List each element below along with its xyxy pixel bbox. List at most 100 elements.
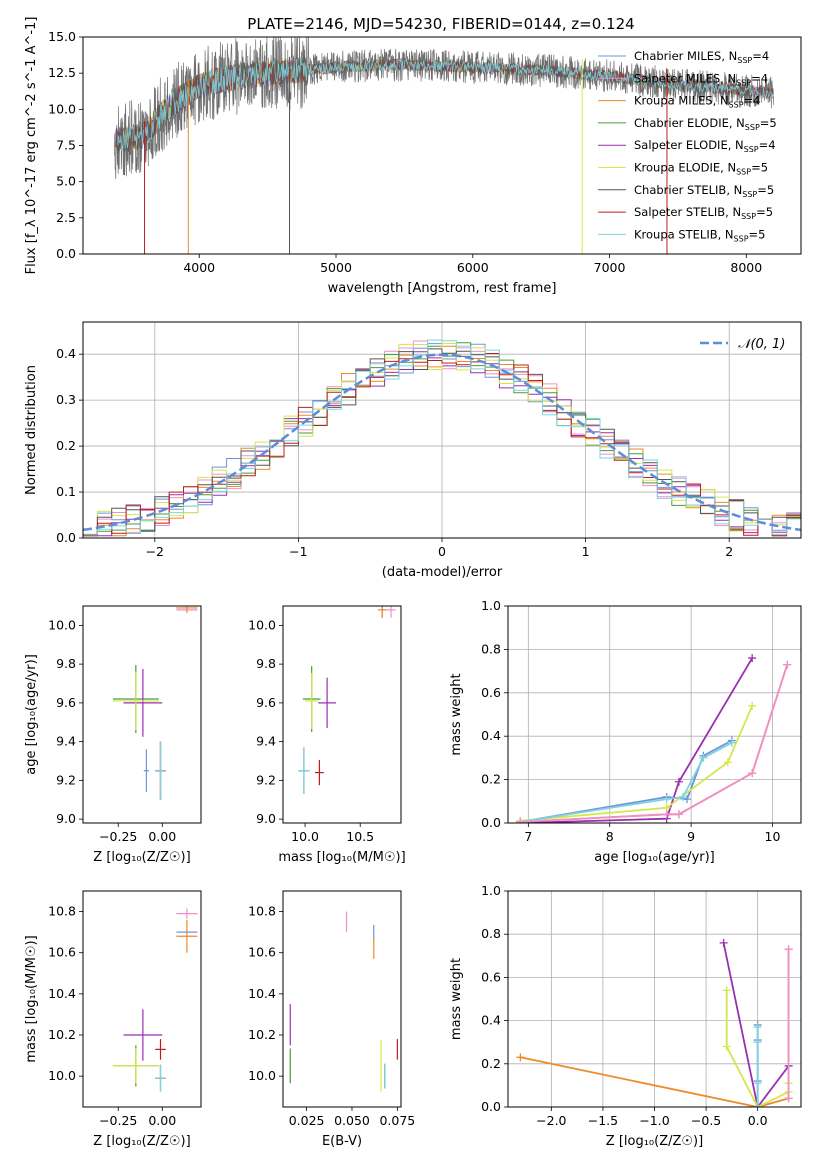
x-tick-label: −0.25 [99,1113,137,1128]
spectrum-model-line [114,37,774,180]
y-tick-label: 9.8 [56,656,76,671]
residuals-panel: 0.0 0.1 0.2 0.3 0.4 −2 −1 0 1 2 (data-model)/error… [24,321,802,580]
y-tick-label: 0.0 [481,815,501,830]
y-tick-label: 10.4 [248,986,276,1001]
y-tick-label: 9.4 [56,734,76,749]
weight-marker [674,777,683,786]
y-tick-label: 0.2 [56,438,76,453]
x-axis-label: E(B-V) [322,1134,362,1149]
weight-vs-age-panel: 0.0 0.2 0.4 0.6 0.8 1.0 7 8 9 10 age [log₁₀(age/yr… [449,598,802,865]
crosses [298,606,396,794]
y-tick-label: 10.0 [48,101,76,116]
weight-marker [783,660,792,669]
weight-lines [516,654,792,823]
legend-entry: Kroupa STELIB, NSSP=5 [634,227,765,243]
weight-marker [683,795,692,804]
axes-frame [282,890,402,1108]
y-tick-label: 5.0 [56,174,76,189]
mass-vs-ebv-panel: 10.0 10.2 10.4 10.6 10.8 0.025 0.050 0.075 E(B-V… [248,890,415,1149]
y-tick-label: 15.0 [48,29,76,44]
weight-marker [748,654,757,663]
y-tick-label: 0.0 [56,246,76,261]
weight-marker [678,792,687,801]
weight-marker [722,986,731,995]
weight-marker [662,795,671,804]
age-vs-metallicity-panel: 9.0 9.2 9.4 9.6 9.8 10.0 −0.25 0.00 Z [log₁₀(Z/Z… [24,605,202,865]
y-tick-label: 0.3 [56,392,76,407]
x-tick-label: 0.075 [379,1113,415,1128]
x-tick-label: 8000 [730,260,762,275]
x-tick-label: −2.0 [536,1113,566,1128]
x-tick-label: −1 [289,544,307,559]
y-axis-label: mass weight [449,958,464,1040]
axes-frame [82,890,202,1108]
axes-frame [507,890,802,1108]
y-tick-label: 0.0 [481,1099,501,1114]
weight-marker [722,1042,731,1051]
weight-series-line [520,739,733,823]
age-vs-mass-panel: 9.0 9.2 9.4 9.6 9.8 10.0 10.0 10.5 mass [log₁₀(M… [248,605,406,865]
reference-legend-label: 𝒩(0, 1) [738,337,785,352]
x-tick-label: 9 [687,829,695,844]
y-axis-label: mass weight [449,673,464,755]
y-tick-label: 10.0 [48,1068,76,1083]
y-tick-label: 10.6 [248,945,276,960]
residual-histogram [83,343,801,536]
y-axis-label: mass [log₁₀(M/M☉)] [24,935,39,1062]
y-tick-label: 2.5 [56,210,76,225]
legend-entry: Chabrier STELIB, NSSP=5 [634,183,774,199]
y-tick-label: 10.2 [248,1027,276,1042]
x-tick-label: 10.5 [346,829,374,844]
y-tick-label: 0.2 [481,1056,501,1071]
legend-entry: Salpeter MILES, NSSP=4 [634,71,768,87]
x-tick-label: 8 [606,829,614,844]
y-axis-label: age [log₁₀(age/yr)] [24,654,39,775]
weight-marker [662,810,671,819]
legend-entry: Salpeter STELIB, NSSP=5 [634,205,773,221]
residual-histogram [83,348,801,536]
y-tick-label: 1.0 [481,883,501,898]
weight-marker [727,738,736,747]
y-tick-label: 1.0 [481,598,501,613]
spectrum-panel: 0.0 2.5 5.0 7.5 10.0 12.5 15.0 4000 5000 6000 7000… [24,17,802,296]
histograms [83,339,801,537]
x-tick-label: −2 [146,544,164,559]
weight-marker [753,1023,762,1032]
residual-histogram [83,353,801,537]
x-tick-label: 0.00 [148,1113,176,1128]
x-tick-label: −1.5 [588,1113,618,1128]
x-tick-label: −0.25 [99,829,137,844]
x-tick-label: 7000 [594,260,626,275]
weight-series-line [520,705,754,822]
x-tick-label: 1 [582,544,590,559]
y-tick-label: 9.8 [256,656,276,671]
weight-marker [699,753,708,762]
x-tick-label: 0.00 [148,829,176,844]
axes-frame [82,36,802,255]
x-axis-label: mass [log₁₀(M/M☉)] [278,850,405,865]
y-tick-label: 0.8 [481,641,501,656]
weight-marker [674,810,683,819]
x-axis-label: (data-model)/error [382,565,503,580]
y-tick-label: 0.6 [481,969,501,984]
weight-marker [516,817,525,823]
y-tick-label: 0.0 [56,530,76,545]
y-tick-label: 0.1 [56,484,76,499]
x-tick-label: 6000 [457,260,489,275]
spectrum-lines [114,37,774,254]
y-tick-label: 7.5 [56,138,76,153]
weight-marker [784,945,793,954]
y-tick-label: 10.4 [48,986,76,1001]
y-tick-label: 12.5 [48,65,76,80]
y-tick-label: 10.0 [248,1068,276,1083]
y-tick-label: 0.2 [481,772,501,787]
legend-entry: Chabrier MILES, NSSP=4 [634,49,769,65]
spectrum-legend: Chabrier MILES, NSSP=4 Salpeter MILES, NS… [598,49,777,243]
crosses [112,606,198,800]
weight-marker [784,1094,793,1103]
axes-frame [82,605,202,824]
y-tick-label: 0.8 [481,926,501,941]
x-tick-label: 0 [438,544,446,559]
normal-reference-curve [83,353,801,532]
